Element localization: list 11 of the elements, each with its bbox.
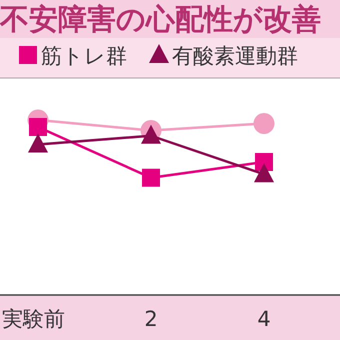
point	[142, 168, 160, 187]
legend-label: 筋トレ群	[41, 44, 127, 68]
legend-label: 有酸素運動群	[172, 44, 298, 68]
x-tick-label: 2	[144, 307, 158, 331]
point	[29, 118, 47, 136]
x-tick-label: 4	[257, 307, 271, 331]
x-tick-label: 実験前	[2, 307, 65, 331]
point	[141, 124, 161, 144]
point	[254, 163, 274, 182]
point	[254, 113, 274, 134]
point	[28, 134, 48, 152]
